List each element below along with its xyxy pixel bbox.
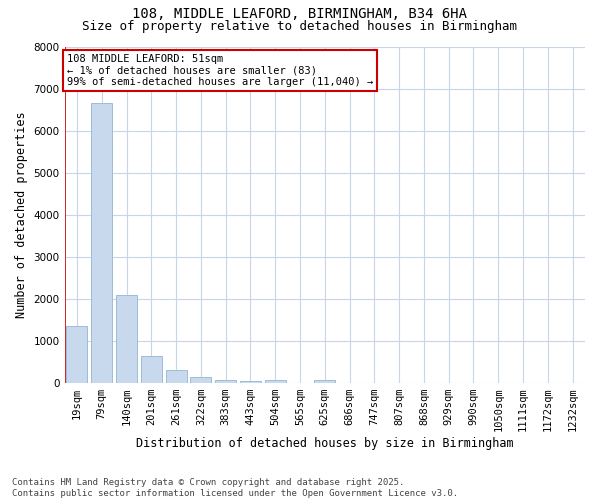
Bar: [265, 380, 286, 383]
Bar: [141, 356, 162, 383]
Bar: [116, 294, 137, 383]
Bar: [314, 380, 335, 383]
Text: Size of property relative to detached houses in Birmingham: Size of property relative to detached ho…: [83, 20, 517, 33]
X-axis label: Distribution of detached houses by size in Birmingham: Distribution of detached houses by size …: [136, 437, 514, 450]
Bar: [166, 370, 187, 383]
Bar: [91, 104, 112, 383]
Bar: [240, 380, 261, 383]
Text: 108 MIDDLE LEAFORD: 51sqm
← 1% of detached houses are smaller (83)
99% of semi-d: 108 MIDDLE LEAFORD: 51sqm ← 1% of detach…: [67, 54, 373, 88]
Bar: [67, 326, 88, 383]
Y-axis label: Number of detached properties: Number of detached properties: [15, 112, 28, 318]
Text: 108, MIDDLE LEAFORD, BIRMINGHAM, B34 6HA: 108, MIDDLE LEAFORD, BIRMINGHAM, B34 6HA: [133, 8, 467, 22]
Text: Contains HM Land Registry data © Crown copyright and database right 2025.
Contai: Contains HM Land Registry data © Crown c…: [12, 478, 458, 498]
Bar: [215, 380, 236, 383]
Bar: [190, 376, 211, 383]
